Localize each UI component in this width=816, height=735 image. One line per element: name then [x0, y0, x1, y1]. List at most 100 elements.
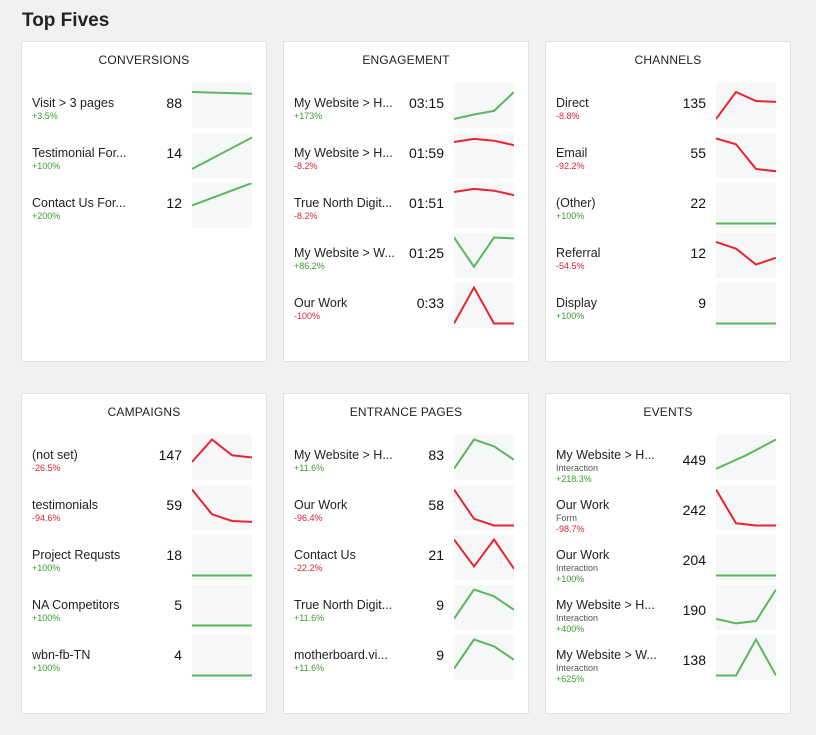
- list-item[interactable]: Our Work -100% 0:33: [284, 283, 530, 333]
- sparkline: [454, 585, 514, 630]
- item-name[interactable]: wbn-fb-TN: [32, 648, 91, 662]
- item-value: 190: [682, 602, 706, 618]
- list-item[interactable]: Visit > 3 pages +3.5% 88: [22, 83, 268, 133]
- item-name[interactable]: My Website > H...: [294, 96, 393, 110]
- item-change: +100%: [556, 311, 585, 321]
- item-change: +11.6%: [294, 463, 325, 473]
- item-name[interactable]: Testimonial For...: [32, 146, 127, 160]
- sparkline-series: [716, 488, 776, 527]
- item-change: -98.7%: [556, 524, 585, 534]
- item-name[interactable]: My Website > H...: [556, 448, 655, 462]
- sparkline: [454, 133, 514, 178]
- item-category: Form: [556, 513, 577, 523]
- item-name[interactable]: My Website > H...: [294, 448, 393, 462]
- list-item[interactable]: Referral -54.5% 12: [546, 233, 792, 283]
- list-item[interactable]: Testimonial For... +100% 14: [22, 133, 268, 183]
- item-name[interactable]: Project Requsts: [32, 548, 121, 562]
- list-item[interactable]: True North Digit... +11.6% 9: [284, 585, 530, 635]
- sparkline-series: [716, 588, 776, 625]
- item-value: 83: [428, 447, 444, 463]
- item-name[interactable]: True North Digit...: [294, 598, 393, 612]
- list-item[interactable]: Project Requsts +100% 18: [22, 535, 268, 585]
- sparkline: [192, 183, 252, 228]
- item-name[interactable]: Email: [556, 146, 588, 160]
- item-value: 03:15: [408, 95, 444, 111]
- list-item[interactable]: My Website > H... +11.6% 83: [284, 435, 530, 485]
- item-name[interactable]: Our Work: [294, 296, 348, 310]
- item-name[interactable]: Contact Us: [294, 548, 356, 562]
- item-value: 01:51: [408, 195, 444, 211]
- sparkline: [454, 233, 514, 278]
- item-change: -8.2%: [294, 211, 318, 221]
- item-change: +100%: [32, 663, 61, 673]
- sparkline-series: [454, 588, 514, 620]
- list-item[interactable]: (not set) -26.5% 147: [22, 435, 268, 485]
- item-name[interactable]: Our Work: [556, 548, 610, 562]
- item-change: -100%: [294, 311, 321, 321]
- item-value: 58: [428, 497, 444, 513]
- item-value: 9: [436, 597, 444, 613]
- item-name[interactable]: testimonials: [32, 498, 98, 512]
- item-name[interactable]: Visit > 3 pages: [32, 96, 115, 110]
- list-item[interactable]: Contact Us -22.2% 21: [284, 535, 530, 585]
- item-value: 59: [166, 497, 182, 513]
- sparkline: [454, 435, 514, 480]
- item-name[interactable]: (Other): [556, 196, 596, 210]
- item-change: +86.2%: [294, 261, 325, 271]
- item-name[interactable]: Contact Us For...: [32, 196, 126, 210]
- item-name[interactable]: My Website > H...: [556, 598, 655, 612]
- item-value: 55: [690, 145, 706, 161]
- list-item[interactable]: Our Work -96.4% 58: [284, 485, 530, 535]
- item-value: 14: [166, 145, 182, 161]
- item-change: -96.4%: [294, 513, 323, 523]
- sparkline: [454, 83, 514, 128]
- sparkline-series: [454, 438, 514, 470]
- item-name[interactable]: Referral: [556, 246, 601, 260]
- list-item[interactable]: My Website > H... Interaction +218.3% 449: [546, 435, 792, 485]
- item-name[interactable]: My Website > W...: [556, 648, 656, 662]
- sparkline: [716, 233, 776, 278]
- item-name[interactable]: My Website > H...: [294, 146, 393, 160]
- item-name[interactable]: My Website > W...: [294, 246, 394, 260]
- list-item[interactable]: Our Work Form -98.7% 242: [546, 485, 792, 535]
- list-item[interactable]: My Website > H... Interaction +400% 190: [546, 585, 792, 635]
- item-change: -26.5%: [32, 463, 61, 473]
- item-name[interactable]: (not set): [32, 448, 78, 462]
- list-item[interactable]: My Website > W... +86.2% 01:25: [284, 233, 530, 283]
- item-name[interactable]: NA Competitors: [32, 598, 120, 612]
- item-name[interactable]: Our Work: [294, 498, 348, 512]
- item-name[interactable]: True North Digit...: [294, 196, 393, 210]
- list-item[interactable]: NA Competitors +100% 5: [22, 585, 268, 635]
- card-title: EVENTS: [643, 405, 693, 419]
- sparkline-series: [454, 137, 514, 147]
- list-item[interactable]: Contact Us For... +200% 12: [22, 183, 268, 233]
- list-item[interactable]: motherboard.vi... +11.6% 9: [284, 635, 530, 685]
- item-value: 9: [436, 647, 444, 663]
- item-name[interactable]: Our Work: [556, 498, 610, 512]
- list-item[interactable]: wbn-fb-TN +100% 4: [22, 635, 268, 685]
- sparkline: [716, 535, 776, 580]
- item-change: +100%: [32, 161, 61, 171]
- list-item[interactable]: True North Digit... -8.2% 01:51: [284, 183, 530, 233]
- card-conversions: CONVERSIONS Visit > 3 pages +3.5% 88 Testimo…: [21, 41, 267, 362]
- item-value: 242: [682, 502, 706, 518]
- list-item[interactable]: My Website > H... -8.2% 01:59: [284, 133, 530, 183]
- list-item[interactable]: My Website > W... Interaction +625% 138: [546, 635, 792, 685]
- sparkline: [192, 133, 252, 178]
- sparkline-series: [454, 285, 514, 325]
- sparkline: [716, 485, 776, 530]
- list-item[interactable]: testimonials -94.6% 59: [22, 485, 268, 535]
- item-name[interactable]: Direct: [556, 96, 589, 110]
- sparkline: [716, 435, 776, 480]
- list-item[interactable]: Direct -8.8% 135: [546, 83, 792, 133]
- item-value: 0:33: [416, 295, 444, 311]
- item-name[interactable]: Display: [556, 296, 597, 310]
- item-name[interactable]: motherboard.vi...: [294, 648, 388, 662]
- list-item[interactable]: Display +100% 9: [546, 283, 792, 333]
- list-item[interactable]: (Other) +100% 22: [546, 183, 792, 233]
- list-item[interactable]: Our Work Interaction +100% 204: [546, 535, 792, 585]
- list-item[interactable]: Email -92.2% 55: [546, 133, 792, 183]
- item-change: +218.3%: [556, 474, 592, 484]
- sparkline: [454, 485, 514, 530]
- list-item[interactable]: My Website > H... +173% 03:15: [284, 83, 530, 133]
